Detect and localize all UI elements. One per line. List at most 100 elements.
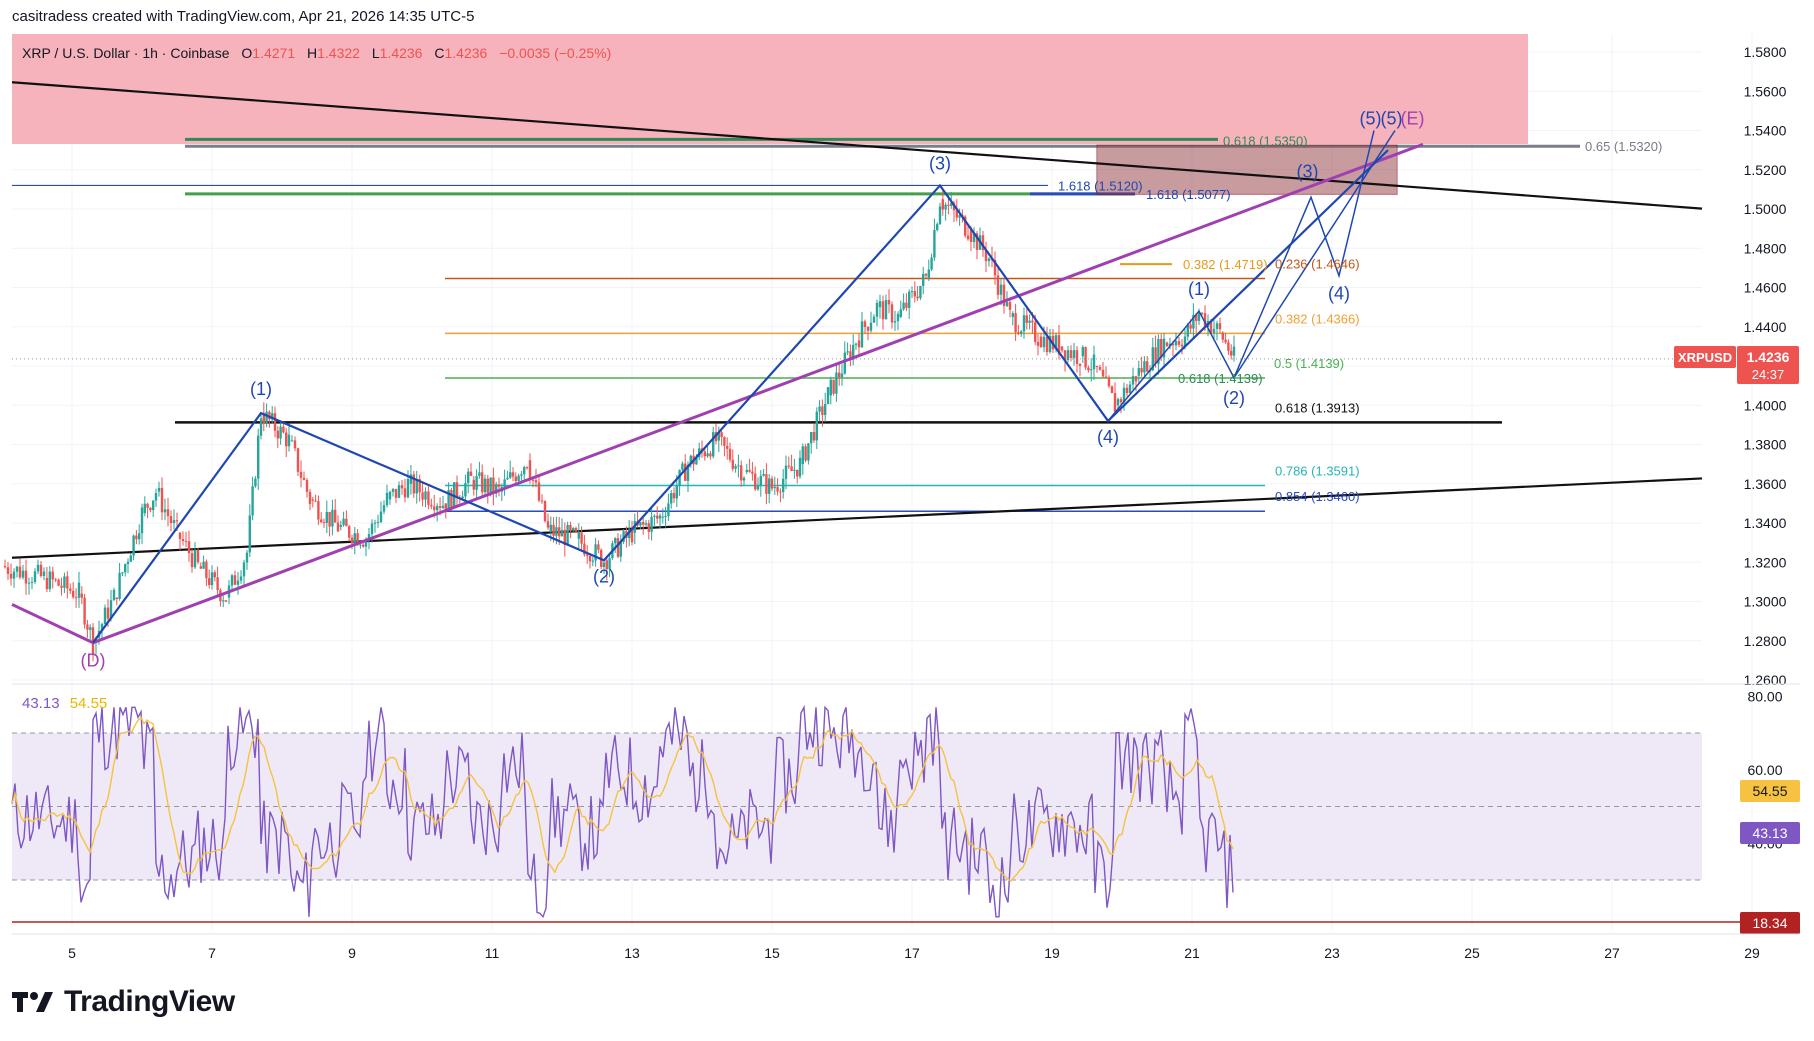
candle-body <box>1104 376 1108 378</box>
legend-o-value: 1.4271 <box>252 45 295 61</box>
upper-trendline <box>11 81 1703 210</box>
time-axis[interactable]: 57911131517192123252729May <box>68 945 1814 961</box>
price-tick-label: 1.3400 <box>1744 515 1787 531</box>
candle-body <box>100 624 104 631</box>
candle-body <box>1002 284 1006 307</box>
candle-body <box>1197 313 1201 321</box>
time-tick-label: 5 <box>68 945 76 961</box>
candle-body <box>857 340 861 348</box>
price-tick-label: 1.5600 <box>1744 83 1787 99</box>
candle-body <box>202 561 205 569</box>
candle-body <box>285 432 288 447</box>
candle-body <box>1195 314 1198 321</box>
candle-body <box>441 505 445 508</box>
candle-body <box>1186 324 1189 337</box>
candle-body <box>748 469 751 472</box>
candle-body <box>1005 302 1009 307</box>
price-tick-label: 1.2800 <box>1744 633 1787 649</box>
candle-body <box>140 507 144 534</box>
candle-body <box>163 509 167 513</box>
candle-body <box>1036 341 1040 346</box>
price-axis[interactable]: 1.5800 1.5600 1.5400 1.5200 1.5000 1.4800 1.46… <box>1744 44 1787 688</box>
candle-body <box>881 301 885 320</box>
candle-body <box>824 404 827 416</box>
candle-body <box>18 566 22 578</box>
candle-body <box>181 538 185 542</box>
candle-body <box>958 215 961 218</box>
rsi-legend-value: 43.13 <box>22 695 60 712</box>
candle-body <box>572 528 575 531</box>
time-tick-label: 21 <box>1184 945 1200 961</box>
candle-body <box>469 471 473 476</box>
candle-body <box>616 538 620 557</box>
candle-body <box>878 301 882 308</box>
candle-body <box>993 259 997 276</box>
candle-body <box>314 500 317 502</box>
candle-body <box>737 465 740 467</box>
overlays <box>11 130 1424 645</box>
fib-level-label: 0.382 (1.4366) <box>1275 311 1360 326</box>
candle-body <box>1048 335 1052 352</box>
candle-body <box>1020 331 1023 334</box>
candle-body <box>1092 354 1096 370</box>
candle-body <box>1221 332 1224 340</box>
price-tick-label: 1.5200 <box>1744 162 1787 178</box>
candle-body <box>418 479 421 493</box>
candle-body <box>461 496 464 499</box>
candle-body <box>135 535 138 540</box>
candle-body <box>239 576 243 581</box>
candle-body <box>433 506 436 511</box>
legend-symbol: XRP / U.S. Dollar · 1h · Coinbase <box>22 45 230 61</box>
candle-body <box>742 477 746 481</box>
candle-body <box>106 607 110 619</box>
candle-body <box>924 273 928 276</box>
candle-body <box>193 549 197 568</box>
candle-body <box>854 343 858 345</box>
candle-body <box>1227 342 1230 351</box>
candle-body <box>1084 347 1087 368</box>
price-tick-label: 1.2600 <box>1744 672 1787 688</box>
candle-body <box>233 575 237 585</box>
time-tick-label: 29 <box>1744 945 1760 961</box>
candle-body <box>121 572 124 574</box>
candle-body <box>1203 313 1207 327</box>
candle-body <box>66 576 69 589</box>
candle-body <box>686 464 690 481</box>
candle-body <box>588 555 592 562</box>
rsi-tick-label: 60.00 <box>1747 762 1782 778</box>
candle-body <box>695 457 698 465</box>
candle-body <box>1017 332 1020 334</box>
candle-body <box>421 492 424 500</box>
candle-body <box>152 500 155 511</box>
rsi-low-badge: 18.34 <box>1752 915 1787 931</box>
candle-body <box>810 432 813 444</box>
tradingview-logo[interactable]: TradingView <box>12 985 235 1019</box>
candle-body <box>1140 368 1143 373</box>
candle-body <box>728 448 732 460</box>
candle-body <box>566 524 569 546</box>
candle-body <box>39 564 43 577</box>
candle-body <box>42 571 46 577</box>
extension-label: 1.618 (1.5120) <box>1058 178 1143 193</box>
candle-body <box>57 579 60 586</box>
candle-body <box>583 543 586 555</box>
candle-body <box>804 446 807 461</box>
candle-body <box>388 491 392 500</box>
candle-body <box>1095 366 1099 368</box>
candle-body <box>1034 322 1037 342</box>
candle-body <box>656 515 659 519</box>
candle-body <box>63 576 66 588</box>
rsi-low-badge-bg <box>1740 912 1800 934</box>
candle-body <box>1025 315 1028 323</box>
candle-body <box>509 472 512 478</box>
legend-l-label: L <box>372 45 380 61</box>
price-tick-label: 1.5400 <box>1744 123 1787 139</box>
wave-label: (3) <box>1297 161 1319 181</box>
candle-body <box>1116 399 1120 406</box>
candle-body <box>779 491 782 493</box>
candle-body <box>1131 376 1135 385</box>
candle-body <box>481 472 484 493</box>
candle-body <box>36 564 40 572</box>
candle-body <box>1107 377 1111 387</box>
